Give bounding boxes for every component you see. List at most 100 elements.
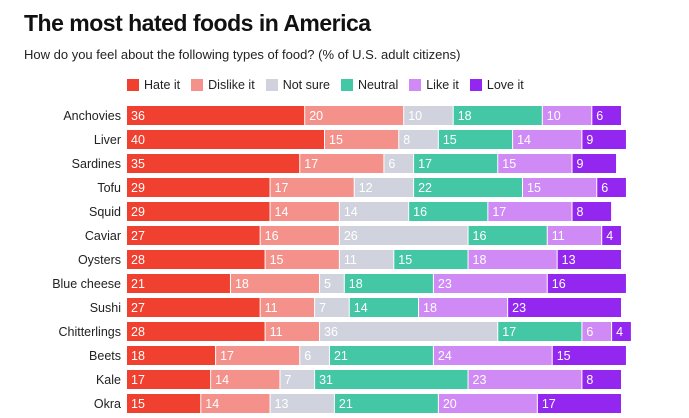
- legend-label: Like it: [426, 78, 459, 92]
- data-label: 15: [398, 253, 412, 267]
- data-label: 15: [329, 133, 343, 147]
- legend-label: Neutral: [357, 78, 399, 92]
- bar-segment: [468, 370, 582, 389]
- bar-segment: [498, 154, 572, 173]
- category-label: Sushi: [90, 301, 121, 315]
- bar-segment: [547, 274, 626, 293]
- data-label: 36: [324, 325, 338, 339]
- bar-segment: [612, 322, 631, 341]
- bar-segment: [354, 178, 414, 197]
- legend: Hate it Dislike it Not sure Neutral Like it L…: [127, 77, 535, 93]
- legend-item: Like it: [409, 78, 459, 92]
- legend-swatch: [127, 79, 139, 91]
- data-label: 6: [586, 325, 593, 339]
- data-label: 14: [344, 205, 358, 219]
- legend-item: Love it: [469, 78, 524, 92]
- data-label: 11: [552, 229, 565, 243]
- legend-swatch: [340, 79, 353, 91]
- bar-segment: [127, 154, 300, 173]
- bar-segment: [300, 346, 329, 365]
- category-label: Blue cheese: [52, 277, 121, 291]
- bar-segment: [414, 154, 498, 173]
- bar-segment: [230, 274, 320, 293]
- bar-segment: [404, 106, 453, 125]
- data-label: 31: [319, 373, 333, 387]
- data-label: 28: [131, 253, 145, 267]
- bar-segment: [270, 178, 354, 197]
- data-label: 18: [235, 277, 249, 291]
- bar-segment: [542, 106, 592, 125]
- chart-subtitle: How do you feel about the following type…: [24, 47, 461, 62]
- data-label: 17: [492, 205, 506, 219]
- bar-segment: [414, 178, 522, 197]
- bar-segment: [127, 274, 230, 293]
- bar-segment: [399, 130, 438, 149]
- bar-segment: [315, 370, 468, 389]
- bar-segment: [201, 394, 270, 413]
- bar-segment: [409, 202, 488, 221]
- data-label: 20: [443, 397, 457, 411]
- category-label: Okra: [94, 397, 121, 411]
- data-label: 9: [577, 157, 584, 171]
- legend-item: Hate it: [127, 78, 180, 92]
- data-label: 4: [606, 229, 613, 243]
- chart-title: The most hated foods in America: [24, 10, 371, 36]
- data-label: 6: [304, 349, 311, 363]
- category-label: Caviar: [85, 229, 121, 243]
- data-label: 8: [403, 133, 410, 147]
- bar-segment: [127, 130, 324, 149]
- legend-label: Dislike it: [208, 78, 255, 92]
- bar-segment: [270, 394, 334, 413]
- data-label: 10: [408, 109, 422, 123]
- data-label: 4: [616, 325, 623, 339]
- legend-label: Not sure: [282, 78, 330, 92]
- bar-segment: [265, 322, 320, 341]
- bar-segment: [211, 370, 280, 389]
- bar-segment: [498, 322, 582, 341]
- data-label: 29: [131, 181, 145, 195]
- category-label: Liver: [94, 133, 121, 147]
- bar-segment: [270, 202, 339, 221]
- data-label: 14: [354, 301, 368, 315]
- bar-segment: [582, 322, 612, 341]
- data-label: 17: [220, 349, 234, 363]
- bar-segment: [339, 226, 468, 245]
- bar-segment: [552, 346, 626, 365]
- bar-segment: [127, 226, 260, 245]
- data-label: 17: [418, 157, 432, 171]
- bar-segment: [329, 346, 433, 365]
- bar-segment: [127, 370, 211, 389]
- bar-segment: [438, 394, 537, 413]
- data-label: 14: [215, 373, 229, 387]
- bar-segment: [547, 226, 602, 245]
- data-label: 11: [265, 301, 278, 315]
- bar-segment: [127, 178, 270, 197]
- bar-segment: [127, 346, 216, 365]
- bar-segment: [260, 226, 339, 245]
- category-label: Tofu: [97, 181, 121, 195]
- data-label: 21: [131, 277, 145, 291]
- bar-segment: [384, 154, 414, 173]
- data-label: 11: [270, 325, 283, 339]
- legend-item: Dislike it: [191, 78, 255, 92]
- category-label: Chitterlings: [58, 325, 121, 339]
- bar-segment: [320, 322, 498, 341]
- bar-segment: [127, 322, 265, 341]
- data-label: 16: [413, 205, 427, 219]
- bar-segment: [127, 250, 265, 269]
- bar-segment: [349, 298, 419, 317]
- bar-segment: [265, 250, 339, 269]
- data-label: 23: [512, 301, 526, 315]
- bar-segment: [127, 106, 305, 125]
- data-label: 6: [596, 109, 603, 123]
- data-label: 17: [275, 181, 289, 195]
- legend-swatch: [469, 79, 482, 91]
- bar-segment: [438, 130, 513, 149]
- legend-item: Not sure: [265, 78, 330, 92]
- bar-segment: [572, 202, 612, 221]
- data-label: 13: [562, 253, 576, 267]
- bar-segment: [334, 394, 438, 413]
- bar-segment: [280, 370, 315, 389]
- data-label: 36: [131, 109, 145, 123]
- bar-segment: [320, 274, 344, 293]
